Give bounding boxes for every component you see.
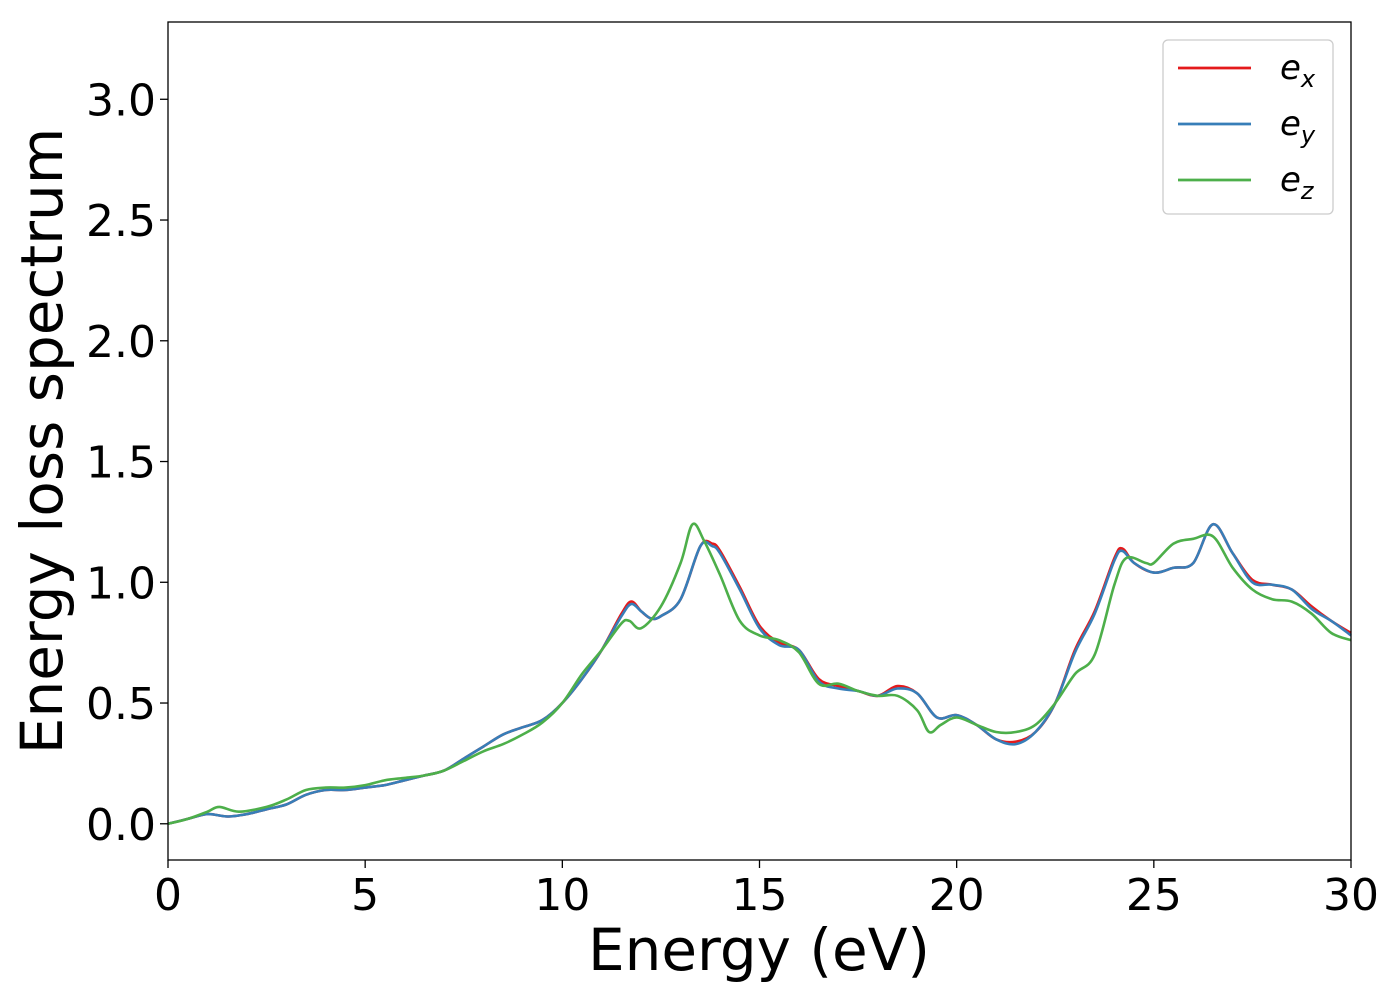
x-axis-title: Energy (eV) — [588, 916, 930, 984]
x-tick-label: 5 — [351, 870, 379, 921]
y-tick-label: 2.5 — [86, 196, 156, 247]
y-tick-label: 0.5 — [86, 679, 156, 730]
series-line-ey — [167, 523, 1352, 826]
x-axis-ticks: 0 5 10 15 20 25 30 — [154, 860, 1379, 921]
y-tick-label: 2.0 — [86, 317, 156, 368]
legend-label-ez: ez — [1280, 160, 1315, 205]
legend: ex ey ez — [1162, 39, 1334, 215]
legend-label-ey: ey — [1280, 104, 1316, 149]
legend-box — [1162, 39, 1334, 215]
legend-label-ex: ex — [1280, 48, 1316, 93]
legend-items: ex ey ez — [1178, 48, 1316, 205]
x-tick-label: 20 — [929, 870, 985, 921]
series-line-ex — [167, 523, 1352, 826]
y-axis-ticks: 0.0 0.5 1.0 1.5 2.0 2.5 3.0 — [86, 75, 168, 851]
plot-area-frame — [167, 21, 1352, 861]
x-tick-label: 0 — [154, 870, 182, 921]
x-tick-label: 15 — [732, 870, 788, 921]
y-axis-title: Energy loss spectrum — [8, 128, 76, 754]
x-tick-label: 30 — [1323, 870, 1379, 921]
y-tick-label: 1.0 — [86, 558, 156, 609]
series-line-ez — [167, 522, 1352, 826]
x-tick-label: 25 — [1126, 870, 1182, 921]
y-tick-label: 1.5 — [86, 438, 156, 489]
series-lines — [167, 522, 1352, 826]
y-tick-label: 3.0 — [86, 75, 156, 126]
x-tick-label: 10 — [534, 870, 590, 921]
y-tick-label: 0.0 — [86, 800, 156, 851]
